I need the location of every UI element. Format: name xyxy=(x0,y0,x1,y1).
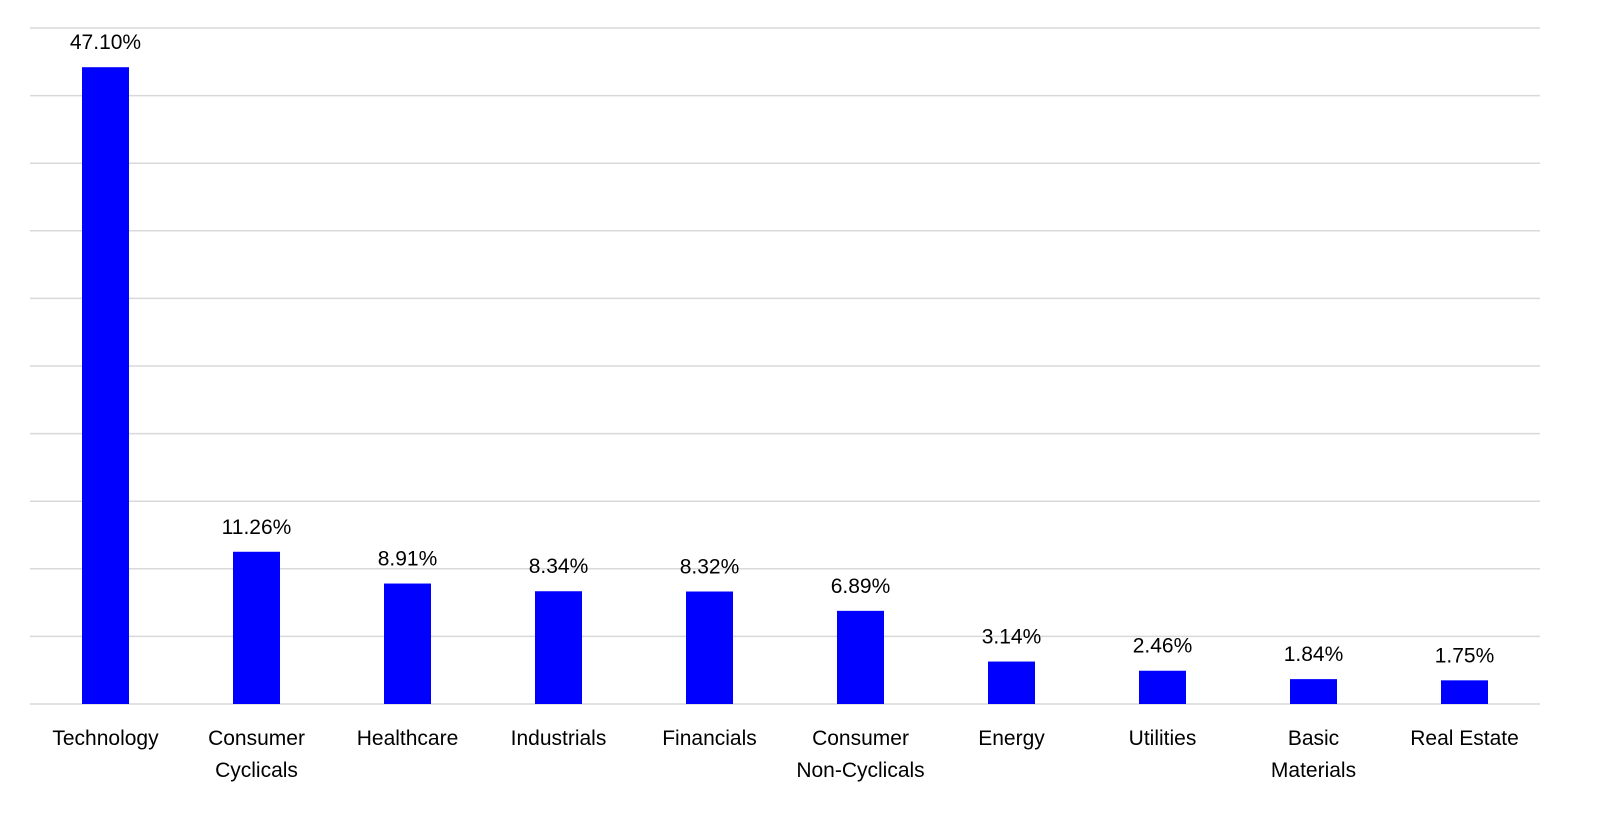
bar xyxy=(1290,679,1337,704)
value-label: 8.91% xyxy=(378,548,438,571)
bar xyxy=(837,610,884,704)
x-tick-label: Basic Materials xyxy=(1271,727,1356,782)
x-tick-label: Technology xyxy=(52,727,159,750)
bar xyxy=(686,591,733,704)
bar xyxy=(988,661,1035,704)
bar xyxy=(233,551,280,704)
x-tick-label: Consumer Cyclicals xyxy=(208,727,305,782)
value-label: 2.46% xyxy=(1133,635,1193,658)
value-label: 47.10% xyxy=(70,31,141,54)
bar xyxy=(82,67,129,704)
value-label: 3.14% xyxy=(982,626,1042,649)
x-tick-label: Industrials xyxy=(511,727,607,750)
x-tick-label: Financials xyxy=(662,727,757,750)
x-tick-label: Real Estate xyxy=(1410,727,1519,750)
value-label: 1.75% xyxy=(1435,644,1495,667)
value-label: 11.26% xyxy=(222,516,292,539)
bar xyxy=(384,583,431,704)
value-label: 8.34% xyxy=(529,555,589,578)
bar xyxy=(535,591,582,704)
bar xyxy=(1139,670,1186,704)
value-label: 6.89% xyxy=(831,575,891,598)
x-tick-label: Utilities xyxy=(1129,727,1197,750)
x-tick-label: Healthcare xyxy=(357,727,459,750)
bar xyxy=(1441,680,1488,704)
value-label: 8.32% xyxy=(680,556,740,579)
x-tick-label: Consumer Non-Cyclicals xyxy=(796,727,924,782)
x-tick-label: Energy xyxy=(978,727,1045,750)
value-label: 1.84% xyxy=(1284,643,1344,666)
